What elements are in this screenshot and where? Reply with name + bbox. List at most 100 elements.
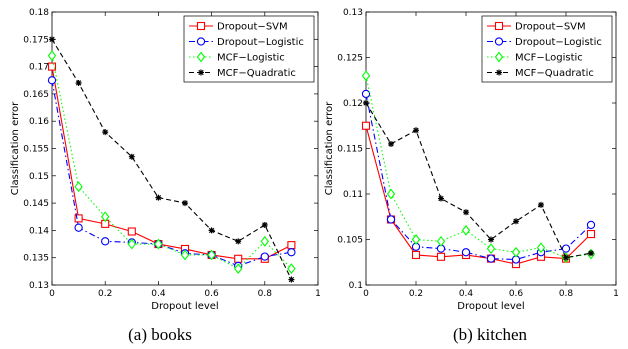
data-point	[513, 218, 519, 225]
series-line-0	[365, 125, 592, 265]
legend-marker	[494, 21, 504, 31]
data-point	[463, 209, 469, 216]
y-tick-label: 0.13	[343, 8, 363, 18]
data-point	[561, 244, 571, 253]
legend-label: Dropout−SVM	[217, 22, 288, 33]
legend-marker	[196, 37, 206, 46]
data-point	[438, 195, 444, 202]
data-point	[287, 248, 296, 257]
data-point	[411, 250, 421, 260]
y-tick-label: 0.175	[23, 35, 49, 45]
series-line-2	[51, 55, 292, 270]
x-axis-label: Dropout level	[457, 301, 524, 312]
data-point	[486, 254, 496, 263]
data-point	[47, 62, 57, 71]
chart-books: 0 0.2 0.4 0.6 0.8 1 0.13 0.135 0.14 0.145 0.15 0.15…	[10, 8, 321, 344]
y-tick-label: 0.18	[29, 8, 49, 18]
data-point	[235, 238, 242, 245]
data-point	[49, 36, 55, 43]
series-line-2	[365, 75, 592, 259]
y-tick-label: 0.13	[29, 281, 49, 291]
y-tick-label: 0.11	[343, 190, 363, 200]
data-point	[361, 70, 371, 82]
data-point	[260, 235, 269, 247]
y-tick-label: 0.145	[23, 199, 49, 209]
data-point	[154, 238, 163, 250]
legend-label: MCF−Quadratic	[515, 68, 594, 79]
y-axis-label: Classification error	[324, 101, 335, 195]
data-point	[413, 127, 419, 134]
data-point	[102, 129, 109, 136]
series-line-3	[365, 102, 592, 259]
data-point	[411, 234, 421, 245]
data-point	[182, 200, 188, 207]
x-tick-label: 1	[613, 289, 619, 299]
legend-marker	[198, 69, 204, 76]
data-point	[363, 100, 369, 106]
data-point	[386, 188, 396, 200]
chart-caption: (a) books	[128, 325, 192, 344]
series-line-0	[51, 66, 292, 260]
data-point	[74, 181, 83, 193]
y-tick-label: 0.105	[337, 236, 363, 246]
chart-caption: (b) kitchen	[453, 325, 528, 344]
y-tick-label: 0.15	[29, 172, 49, 182]
legend-label: MCF−Quadratic	[217, 68, 296, 79]
y-tick-label: 0.115	[337, 145, 363, 155]
data-point	[74, 223, 83, 232]
data-point	[128, 153, 135, 160]
y-tick-label: 0.12	[343, 99, 363, 109]
data-point	[101, 237, 110, 246]
legend-label: MCF−Logistic	[217, 53, 285, 64]
data-point	[486, 243, 496, 254]
data-point	[536, 242, 546, 254]
y-tick-label: 0.135	[23, 254, 49, 264]
data-point	[47, 50, 57, 62]
data-point	[127, 238, 136, 250]
y-tick-label: 0.17	[29, 63, 49, 73]
data-point	[74, 214, 83, 223]
x-tick-label: 0.4	[151, 289, 166, 299]
x-axis-label: Dropout level	[151, 301, 218, 312]
y-axis-label: Classification error	[10, 101, 21, 195]
data-point	[260, 252, 269, 261]
data-point	[461, 225, 471, 236]
legend-marker	[196, 51, 206, 63]
data-point	[288, 276, 295, 283]
x-tick-label: 0.6	[204, 289, 219, 299]
data-point	[586, 220, 596, 230]
x-tick-label: 1	[315, 289, 321, 299]
x-tick-label: 0.2	[409, 289, 423, 299]
legend-marker	[496, 69, 502, 76]
data-point	[208, 227, 215, 234]
legend: Dropout−SVM Dropout−Logistic MCF−Logistic M…	[183, 15, 315, 83]
data-point	[586, 229, 596, 239]
data-point	[361, 121, 371, 130]
data-point	[436, 235, 446, 247]
data-point	[207, 249, 216, 261]
data-point	[436, 252, 446, 261]
y-tick-label: 0.1	[349, 281, 363, 291]
y-tick-label: 0.165	[23, 90, 49, 100]
legend-marker	[494, 51, 504, 63]
data-point	[563, 254, 569, 261]
data-point	[538, 201, 544, 208]
legend-label: Dropout−Logistic	[217, 37, 304, 48]
legend-label: Dropout−SVM	[515, 22, 586, 33]
data-point	[386, 215, 396, 224]
data-point	[127, 227, 136, 236]
y-tick-label: 0.155	[23, 145, 49, 155]
data-point	[234, 254, 243, 263]
chart-kitchen: 0 0.2 0.4 0.6 0.8 1 0.1 0.105 0.11 0.115 0.12 0.125…	[324, 8, 619, 344]
y-tick-label: 0.14	[29, 226, 49, 236]
legend-box	[183, 15, 315, 83]
x-tick-label: 0	[363, 289, 369, 299]
data-point	[461, 248, 471, 257]
x-tick-label: 0.2	[98, 289, 112, 299]
y-tick-label: 0.16	[29, 117, 49, 127]
data-point	[287, 241, 296, 250]
data-point	[47, 76, 57, 85]
data-point	[588, 250, 594, 257]
x-tick-label: 0.8	[258, 289, 273, 299]
legend-label: Dropout−Logistic	[515, 37, 602, 48]
